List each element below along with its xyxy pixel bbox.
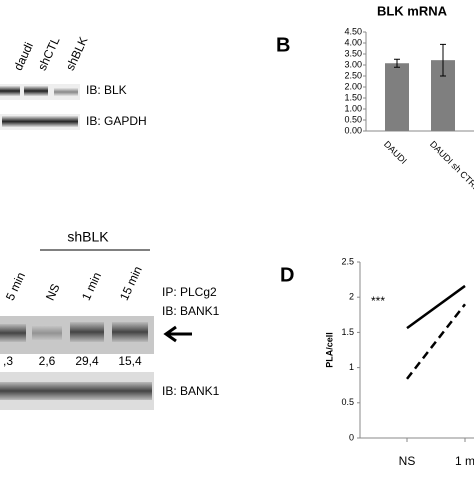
band bbox=[0, 382, 152, 400]
lane-label: 5 min bbox=[3, 270, 28, 303]
band bbox=[0, 86, 20, 96]
y-tick-label: 3.50 bbox=[344, 48, 362, 58]
lane-label: 15 min bbox=[117, 264, 145, 303]
band bbox=[70, 322, 104, 342]
y-tick-label: 2 bbox=[349, 292, 354, 302]
y-tick-label: 4.50 bbox=[344, 26, 362, 36]
quant: ,3 bbox=[3, 354, 13, 368]
y-tick-label: 0.50 bbox=[344, 114, 362, 124]
y-tick-label: 1.50 bbox=[344, 92, 362, 102]
y-tick-label: 4.00 bbox=[344, 37, 362, 47]
group-label: shBLK bbox=[67, 229, 109, 245]
y-axis-label: PLA/cell bbox=[324, 332, 334, 368]
quant: 29,4 bbox=[75, 354, 99, 368]
ip-label: IP: PLCg2 bbox=[162, 285, 217, 299]
panel-label: B bbox=[276, 34, 290, 56]
chart-title: BLK mRNA bbox=[377, 3, 448, 18]
lane-label: NS bbox=[43, 282, 63, 303]
x-tick-label: DAUDI bbox=[382, 139, 409, 166]
blot-label: IB: BANK1 bbox=[162, 304, 220, 318]
y-tick-label: 2.5 bbox=[341, 256, 354, 266]
band bbox=[32, 326, 62, 340]
band bbox=[0, 324, 26, 342]
blot-label: IB: BANK1 bbox=[162, 384, 220, 398]
x-tick-label: DAUDI sh CTRL(BLK) bbox=[428, 139, 474, 209]
bar bbox=[385, 63, 409, 131]
band bbox=[2, 116, 78, 127]
y-tick-label: 3.00 bbox=[344, 59, 362, 69]
y-tick-label: 2.00 bbox=[344, 81, 362, 91]
y-tick-label: 0.5 bbox=[341, 397, 354, 407]
annotation: *** bbox=[371, 294, 385, 308]
y-tick-label: 0 bbox=[349, 432, 354, 442]
panel-label: D bbox=[280, 264, 294, 286]
lane-label: 1 min bbox=[79, 270, 104, 303]
y-tick-label: 0.00 bbox=[344, 125, 362, 135]
arrow bbox=[166, 327, 192, 341]
lane-label: shBLK bbox=[63, 35, 91, 73]
blot-label: IB: BLK bbox=[86, 83, 127, 97]
y-tick-label: 1.00 bbox=[344, 103, 362, 113]
y-tick-label: 1.5 bbox=[341, 327, 354, 337]
line bbox=[407, 286, 465, 328]
x-tick-label: 1 m bbox=[455, 454, 474, 468]
band bbox=[24, 86, 48, 96]
lane-label: daudi bbox=[11, 40, 36, 73]
band bbox=[112, 322, 148, 342]
x-tick-label: NS bbox=[399, 454, 416, 468]
blot-label: IB: GAPDH bbox=[86, 114, 147, 128]
quant: 15,4 bbox=[118, 354, 142, 368]
lane-label: shCTL bbox=[35, 34, 63, 72]
line bbox=[407, 304, 465, 379]
y-tick-label: 1 bbox=[349, 362, 354, 372]
band bbox=[54, 88, 78, 96]
y-tick-label: 2.50 bbox=[344, 70, 362, 80]
quant: 2,6 bbox=[39, 354, 56, 368]
